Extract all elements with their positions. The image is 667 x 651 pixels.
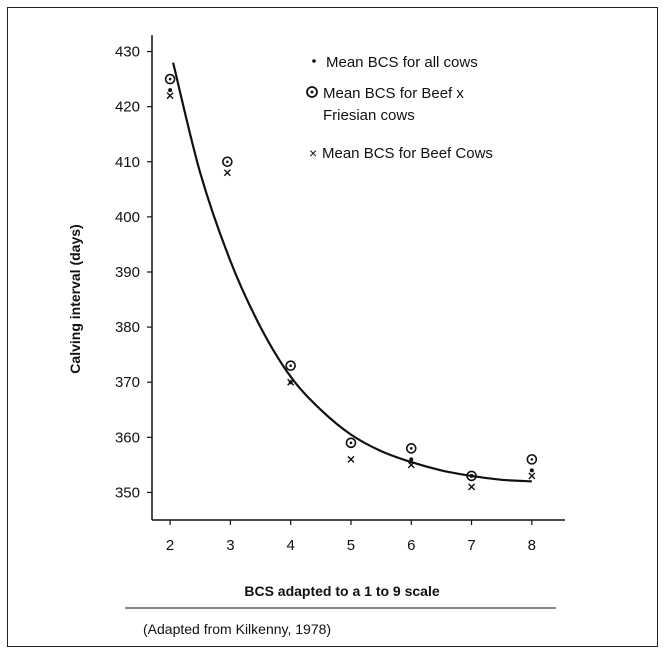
legend: Mean BCS for all cows Mean BCS for Beef … bbox=[306, 54, 493, 162]
point-beef-friesian-center bbox=[470, 474, 473, 478]
figure-frame bbox=[7, 7, 658, 647]
x-tick-label: 4 bbox=[286, 537, 294, 554]
legend-label-beef-cows: Mean BCS for Beef Cows bbox=[322, 145, 493, 162]
legend-circle-dot-center bbox=[310, 90, 314, 94]
y-tick-label: 360 bbox=[115, 429, 140, 446]
legend-label-beef-friesian-line1: Mean BCS for Beef x bbox=[323, 85, 464, 102]
point-all-cows bbox=[529, 468, 534, 473]
x-tick-label: 6 bbox=[407, 537, 415, 554]
legend-label-all-cows: Mean BCS for all cows bbox=[326, 54, 478, 71]
y-tick-label: 370 bbox=[115, 374, 140, 391]
x-tick-label: 2 bbox=[166, 537, 174, 554]
point-beef-friesian bbox=[164, 73, 176, 85]
axes bbox=[151, 35, 565, 521]
x-tick-label: 3 bbox=[226, 537, 234, 554]
point-beef-cows bbox=[166, 92, 174, 100]
point-beef-friesian bbox=[526, 454, 538, 465]
y-tick-label: 350 bbox=[115, 484, 140, 501]
point-beef-friesian bbox=[222, 156, 233, 168]
point-beef-cows bbox=[528, 472, 536, 480]
fitted-curve-group bbox=[172, 62, 532, 483]
point-beef-friesian bbox=[405, 443, 417, 454]
point-all-cows bbox=[168, 88, 173, 93]
x-tick-label: 7 bbox=[467, 537, 475, 554]
point-beef-friesian-center bbox=[530, 458, 534, 461]
x-axis-label: BCS adapted to a 1 to 9 scale bbox=[244, 583, 439, 599]
y-tick-label: 430 bbox=[115, 44, 140, 61]
point-beef-cows bbox=[347, 455, 355, 463]
legend-circle-dot-marker bbox=[306, 86, 318, 98]
legend-label-beef-friesian-line2: Friesian cows bbox=[323, 107, 415, 124]
legend-dot-marker bbox=[312, 59, 316, 63]
point-beef-friesian-center bbox=[409, 447, 413, 450]
point-beef-friesian-center bbox=[289, 364, 292, 367]
point-beef-cows bbox=[407, 461, 415, 469]
y-axis-label: Calving interval (days) bbox=[67, 224, 83, 373]
y-tick-label: 390 bbox=[115, 264, 140, 281]
point-beef-friesian bbox=[285, 360, 296, 371]
point-beef-cows bbox=[287, 378, 295, 386]
source-note: (Adapted from Kilkenny, 1978) bbox=[143, 621, 332, 637]
point-beef-friesian-center bbox=[226, 160, 229, 164]
x-tick-label: 5 bbox=[347, 537, 355, 554]
data-points bbox=[164, 73, 538, 491]
y-tick-label: 380 bbox=[115, 319, 140, 336]
fitted-curve bbox=[172, 62, 532, 483]
point-beef-friesian-center bbox=[349, 441, 353, 445]
point-beef-cows bbox=[468, 483, 476, 491]
x-ticks: 2 3 4 5 6 7 8 bbox=[166, 520, 536, 554]
y-tick-label: 400 bbox=[115, 209, 140, 226]
point-beef-friesian-center bbox=[168, 77, 172, 81]
point-beef-cows bbox=[223, 169, 231, 177]
point-beef-friesian bbox=[466, 470, 477, 482]
y-ticks: 350 360 370 380 390 400 410 420 430 bbox=[115, 44, 152, 501]
y-tick-label: 420 bbox=[115, 99, 140, 116]
x-tick-label: 8 bbox=[528, 537, 536, 554]
point-all-cows bbox=[409, 457, 414, 462]
y-tick-label: 410 bbox=[115, 154, 140, 171]
legend-x-marker: × bbox=[309, 145, 317, 161]
point-beef-friesian bbox=[345, 437, 357, 449]
